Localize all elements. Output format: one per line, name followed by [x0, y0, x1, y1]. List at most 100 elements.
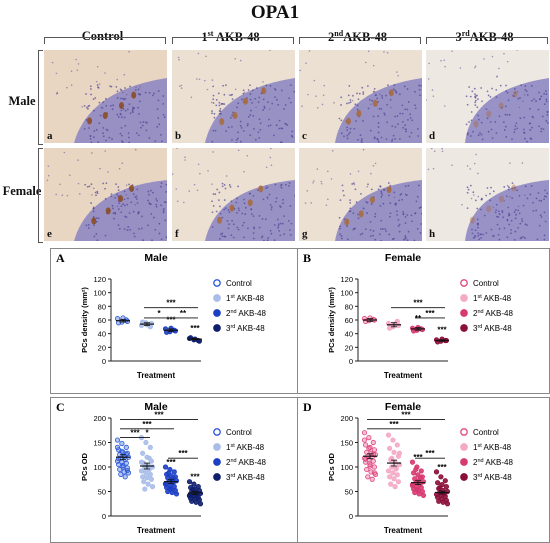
data-point [147, 471, 153, 477]
legend-sup: nd [230, 309, 236, 315]
legend-label: 3rd AKB-48 [473, 324, 512, 333]
micrograph-e: e [44, 148, 167, 241]
legend-label: 1st AKB-48 [473, 443, 512, 452]
figure-title: OPA1 [250, 2, 300, 23]
data-point [116, 461, 122, 468]
data-point [420, 492, 427, 499]
y-tick-label: 50 [98, 488, 106, 497]
micrograph-label: a [47, 130, 53, 142]
y-tick-label: 150 [340, 439, 353, 448]
micrograph-d: d [426, 50, 549, 143]
data-point [361, 430, 368, 436]
y-tick-label: 40 [345, 330, 353, 339]
data-point [387, 445, 393, 451]
y-tick-label: 120 [93, 275, 106, 284]
bracket-stars: *** [425, 449, 435, 458]
legend-num: 1 [226, 443, 231, 452]
y-tick-label: 60 [345, 316, 353, 325]
data-point [190, 486, 196, 493]
bracket-stars: *** [142, 420, 152, 429]
y-tick-label: 100 [340, 289, 353, 298]
data-point [369, 476, 375, 482]
data-point [191, 481, 197, 487]
micrograph-image [172, 50, 295, 143]
y-tick-label: 20 [345, 343, 353, 352]
data-point [416, 491, 422, 497]
bracket-stars: *** [413, 299, 423, 308]
data-point [389, 464, 395, 470]
legend-sup: rd [230, 324, 235, 330]
legend-text: AKB-48 [484, 309, 514, 318]
significance-stars: *** [413, 453, 423, 462]
data-point [391, 476, 397, 482]
legend-sup: rd [477, 473, 482, 479]
data-point [419, 326, 426, 333]
legend-marker [213, 443, 221, 451]
column-header-label: Control [81, 29, 124, 43]
significance-stars: *** [166, 458, 176, 467]
column-bracket [172, 37, 294, 44]
legend-sup: rd [230, 473, 235, 479]
legend-marker [460, 279, 468, 287]
legend-num: 3 [473, 324, 478, 333]
micrograph-label: e [47, 228, 52, 240]
data-point [370, 458, 376, 464]
bracket-stars: *** [425, 309, 435, 318]
data-point [144, 475, 150, 481]
data-point [395, 479, 402, 485]
bracket-stars: *** [401, 410, 411, 419]
row-bracket [38, 50, 43, 145]
column-bracket [426, 37, 548, 44]
data-point [172, 328, 179, 334]
panel-letter: D [303, 400, 312, 414]
legend-num: 1 [226, 294, 231, 303]
legend-label: 3rd AKB-48 [473, 473, 512, 482]
y-axis-label: PCs OD [327, 452, 336, 481]
data-point [173, 491, 180, 497]
data-point [124, 318, 131, 324]
data-point [162, 464, 169, 470]
legend-label: 2nd AKB-48 [226, 309, 266, 318]
column-header-sup: nd [334, 29, 344, 38]
data-point [114, 437, 121, 443]
data-point [140, 474, 146, 480]
legend-marker [213, 428, 221, 436]
legend-sup: rd [477, 324, 482, 330]
data-point [365, 474, 371, 480]
legend-text: AKB-48 [235, 294, 265, 303]
data-point [391, 449, 397, 455]
data-point [119, 440, 125, 447]
micrograph-image [426, 148, 549, 241]
x-axis-label: Treatment [384, 371, 423, 380]
row-header-female: Female [2, 184, 42, 198]
legend-label: 2nd AKB-48 [473, 458, 513, 467]
bracket-stars: *** [130, 429, 140, 438]
legend-label: 1st AKB-48 [473, 294, 512, 303]
x-axis-label: Treatment [384, 526, 423, 535]
data-point [387, 325, 393, 331]
significance-stars: *** [437, 463, 447, 472]
data-point [413, 466, 419, 473]
column-header-sup: st [207, 29, 214, 38]
data-point [193, 499, 199, 505]
micrograph-g: g [299, 148, 422, 241]
micrograph-label: d [429, 130, 436, 142]
panel-letter: A [56, 251, 65, 265]
chart-panel-d: D Female 0 50 100 150 200 PCs OD Treatment *** ***… [297, 397, 550, 543]
bracket-stars: ** [180, 309, 187, 318]
legend-text: AKB-48 [482, 443, 512, 452]
legend-text: AKB-48 [482, 294, 512, 303]
row-header-male: Male [8, 94, 36, 108]
legend-sup: st [477, 294, 482, 300]
legend-marker [460, 309, 468, 317]
micrograph-label: b [175, 130, 182, 142]
data-point [138, 468, 145, 474]
legend-text: AKB-48 [237, 309, 267, 318]
legend-num: 2 [226, 309, 231, 318]
y-tick-label: 200 [93, 414, 106, 423]
data-point [146, 466, 152, 473]
data-point [148, 320, 155, 327]
data-point [437, 484, 443, 491]
y-tick-label: 100 [340, 463, 353, 472]
legend-label: Control [473, 279, 499, 288]
